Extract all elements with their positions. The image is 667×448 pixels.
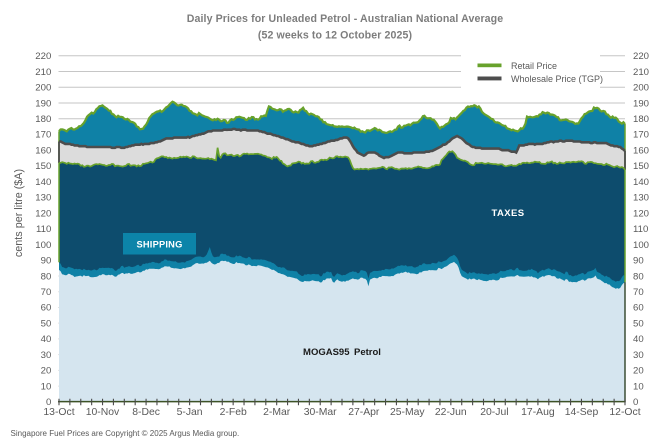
svg-text:60: 60 [633, 303, 644, 314]
svg-text:90: 90 [633, 256, 644, 267]
svg-text:170: 170 [35, 130, 51, 141]
svg-text:170: 170 [633, 130, 649, 141]
svg-text:10: 10 [633, 381, 644, 392]
svg-text:150: 150 [633, 161, 649, 172]
svg-text:30: 30 [633, 350, 644, 361]
svg-text:50: 50 [41, 319, 52, 330]
svg-text:60: 60 [41, 303, 52, 314]
svg-text:70: 70 [41, 287, 52, 298]
svg-text:27-Apr: 27-Apr [348, 407, 380, 418]
svg-text:130: 130 [633, 193, 649, 204]
svg-text:200: 200 [35, 83, 51, 94]
svg-text:120: 120 [633, 208, 649, 219]
svg-text:110: 110 [36, 224, 51, 235]
svg-text:Daily Prices for Unleaded Petr: Daily Prices for Unleaded Petrol - Austr… [187, 13, 503, 25]
svg-text:2-Feb: 2-Feb [220, 407, 247, 418]
svg-text:Retail Price: Retail Price [511, 61, 557, 71]
svg-text:17-Aug: 17-Aug [521, 407, 555, 418]
svg-text:Singapore Fuel Prices are Copy: Singapore Fuel Prices are Copyright © 20… [11, 429, 240, 438]
svg-text:220: 220 [35, 51, 51, 62]
svg-text:MOGAS95 Petrol: MOGAS95 Petrol [303, 347, 381, 358]
svg-text:140: 140 [633, 177, 649, 188]
svg-text:200: 200 [633, 83, 649, 94]
svg-text:180: 180 [633, 114, 649, 125]
svg-text:8-Dec: 8-Dec [132, 407, 160, 418]
svg-text:220: 220 [633, 51, 649, 62]
svg-text:210: 210 [633, 67, 649, 78]
svg-text:140: 140 [35, 177, 51, 188]
svg-text:30-Mar: 30-Mar [304, 407, 337, 418]
svg-text:10: 10 [41, 381, 52, 392]
svg-text:TAXES: TAXES [492, 208, 525, 219]
svg-text:20: 20 [41, 366, 52, 377]
svg-text:190: 190 [633, 98, 649, 109]
svg-text:50: 50 [633, 319, 644, 330]
svg-text:180: 180 [35, 114, 51, 125]
svg-text:10-Nov: 10-Nov [86, 407, 120, 418]
svg-text:70: 70 [633, 287, 644, 298]
svg-text:(52 weeks to 12 October 2025): (52 weeks to 12 October 2025) [258, 30, 412, 42]
svg-text:5-Jan: 5-Jan [177, 407, 203, 418]
svg-text:SHIPPING: SHIPPING [136, 240, 182, 250]
svg-text:20-Jul: 20-Jul [480, 407, 508, 418]
svg-text:160: 160 [35, 146, 51, 157]
svg-text:80: 80 [633, 271, 644, 282]
svg-text:0: 0 [633, 397, 638, 408]
svg-text:30: 30 [41, 350, 52, 361]
svg-text:14-Sep: 14-Sep [565, 407, 599, 418]
svg-text:25-May: 25-May [390, 407, 425, 418]
svg-text:40: 40 [41, 334, 52, 345]
svg-text:160: 160 [633, 146, 649, 157]
svg-text:22-Jun: 22-Jun [435, 407, 467, 418]
svg-text:12-Oct: 12-Oct [609, 407, 640, 418]
svg-text:210: 210 [35, 67, 51, 78]
svg-text:Wholesale Price (TGP): Wholesale Price (TGP) [511, 74, 603, 84]
svg-text:120: 120 [35, 208, 51, 219]
svg-text:20: 20 [633, 366, 644, 377]
svg-text:100: 100 [35, 240, 51, 251]
svg-text:110: 110 [633, 224, 648, 235]
svg-text:150: 150 [35, 161, 51, 172]
svg-text:130: 130 [35, 193, 51, 204]
svg-text:cents per litre ($A): cents per litre ($A) [13, 169, 25, 257]
svg-text:13-Oct: 13-Oct [43, 407, 74, 418]
svg-text:100: 100 [633, 240, 649, 251]
svg-text:80: 80 [41, 271, 52, 282]
svg-text:190: 190 [35, 98, 51, 109]
svg-text:0: 0 [46, 397, 51, 408]
svg-text:2-Mar: 2-Mar [263, 407, 291, 418]
svg-text:40: 40 [633, 334, 644, 345]
svg-text:90: 90 [41, 256, 52, 267]
